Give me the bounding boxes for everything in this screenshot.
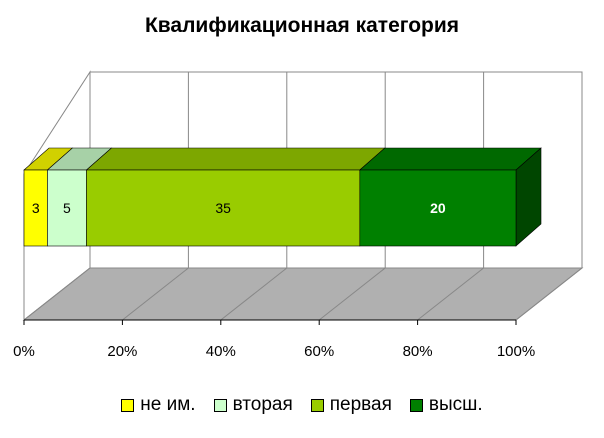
legend-item-4: высш. — [409, 394, 483, 416]
legend-item-3: первая — [310, 394, 392, 416]
bar-front-face — [359, 169, 517, 247]
bar-front-face — [47, 169, 87, 247]
gridline-floor — [220, 267, 288, 321]
legend-item-1: не им. — [121, 394, 196, 416]
bar-data-label: 3 — [32, 200, 40, 216]
chart-title: Квалификационная категория — [144, 14, 460, 37]
x-tick-label: 80% — [403, 343, 433, 360]
legend-swatch — [121, 398, 135, 412]
bar-segment-3: 35 — [85, 147, 386, 247]
x-tick-label: 40% — [206, 343, 236, 360]
legend-swatch — [213, 398, 227, 412]
x-tick-label: 60% — [304, 343, 334, 360]
floor — [22, 267, 584, 321]
chart-legend: не им. вторая первая высш. — [0, 394, 604, 416]
gridline-floor — [23, 267, 91, 321]
bar-segment-2: 5 — [46, 147, 113, 247]
gridline-floor — [417, 267, 484, 321]
bar-top-face — [359, 147, 542, 171]
legend-label: высш. — [428, 394, 483, 415]
x-tick-label: 20% — [107, 343, 137, 360]
bar-top-face — [85, 147, 386, 171]
gridline-floor — [122, 267, 189, 321]
legend-swatch — [310, 398, 324, 412]
legend-swatch — [409, 398, 423, 412]
x-tick-label: 0% — [13, 343, 35, 360]
legend-label: не им. — [140, 394, 196, 415]
bar-data-label: 5 — [63, 200, 71, 216]
bar-segment-4: 20 — [359, 147, 542, 247]
legend-label: первая — [329, 394, 392, 415]
bar-data-label: 20 — [430, 200, 446, 216]
x-tick-label: 100% — [497, 343, 535, 360]
legend-label: вторая — [232, 394, 293, 415]
gridline-floor — [318, 267, 386, 321]
gridline-floor — [515, 267, 583, 321]
bar-data-label: 35 — [215, 200, 231, 216]
bar-front-face — [86, 169, 361, 247]
legend-item-2: вторая — [213, 394, 293, 416]
